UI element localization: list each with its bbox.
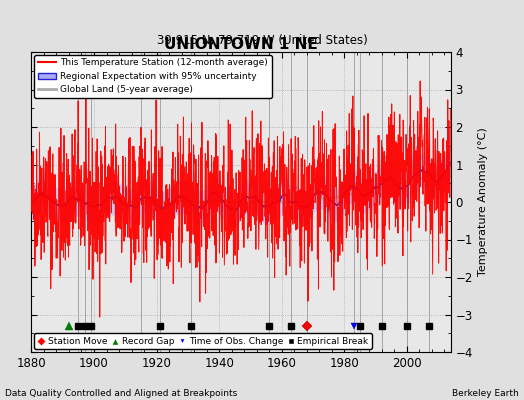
Text: 39.915 N, 79.719 W (United States): 39.915 N, 79.719 W (United States) — [157, 34, 367, 47]
Legend: Station Move, Record Gap, Time of Obs. Change, Empirical Break: Station Move, Record Gap, Time of Obs. C… — [34, 333, 372, 349]
Text: Berkeley Earth: Berkeley Earth — [452, 389, 519, 398]
Y-axis label: Temperature Anomaly (°C): Temperature Anomaly (°C) — [478, 128, 488, 276]
Text: Data Quality Controlled and Aligned at Breakpoints: Data Quality Controlled and Aligned at B… — [5, 389, 237, 398]
Title: UNIONTOWN 1 NE: UNIONTOWN 1 NE — [164, 37, 318, 52]
